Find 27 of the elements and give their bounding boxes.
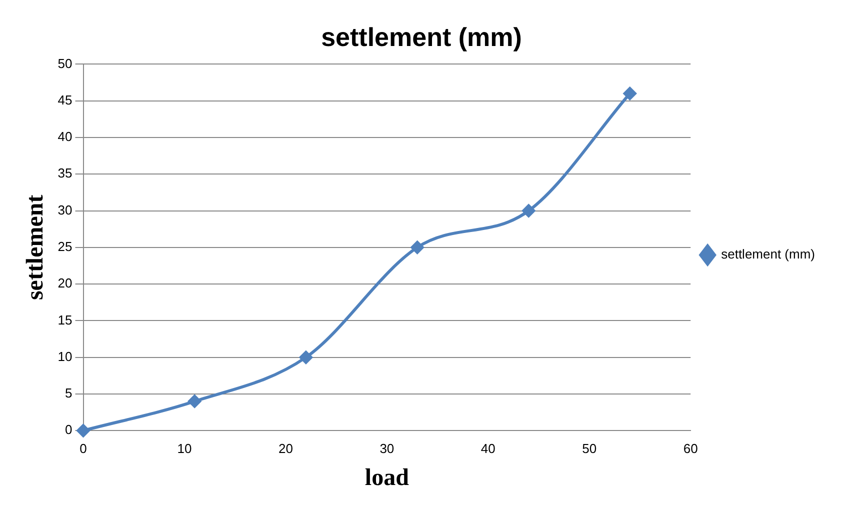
y-tick-label: 40 <box>58 129 72 144</box>
x-axis-title: load <box>364 464 410 491</box>
point <box>299 350 312 364</box>
y-tick-label: 30 <box>58 202 72 218</box>
point <box>623 87 636 100</box>
y-axis-title: settlement <box>22 194 49 300</box>
y-tick-label: 35 <box>58 166 72 181</box>
x-tick-label: 20 <box>278 440 293 456</box>
y-tick-label: 20 <box>58 276 72 291</box>
y-tick-label: 5 <box>65 386 72 401</box>
y-tick-label: 0 <box>65 422 72 438</box>
chart-title: settlement (mm) <box>321 22 522 52</box>
y-tick-label: 50 <box>58 56 72 71</box>
x-tick-label: 40 <box>480 440 496 456</box>
point <box>188 394 202 408</box>
x-tick-label: 30 <box>380 440 394 456</box>
x-tick-label: 50 <box>582 440 597 456</box>
point <box>522 204 536 218</box>
y-tick-label: 10 <box>58 348 72 364</box>
y-tick-label: 45 <box>58 92 72 108</box>
legend-label: settlement (mm) <box>721 246 816 262</box>
x-tick-label: 0 <box>80 440 87 456</box>
point <box>410 240 424 254</box>
y-tick-label: 25 <box>58 238 72 254</box>
x-tick-label: 10 <box>177 440 192 456</box>
x-tick-label: 60 <box>683 440 698 456</box>
y-tick-label: 15 <box>58 312 72 328</box>
